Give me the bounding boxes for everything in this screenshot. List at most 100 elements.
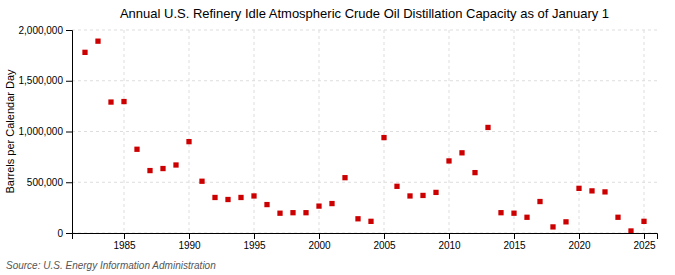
y-axis-line: [66, 31, 73, 234]
x-tick-label: 1995: [243, 240, 266, 251]
point: [303, 210, 308, 215]
point: [615, 215, 620, 220]
grid-line: [72, 30, 657, 31]
x-tick: 1995: [243, 233, 266, 251]
x-tick-mark: [189, 233, 190, 239]
point: [576, 186, 581, 191]
point: [95, 39, 100, 44]
x-tick-mark: [644, 233, 645, 239]
x-tick-mark: [254, 233, 255, 239]
source: Source: U.S. Energy Information Administ…: [6, 260, 216, 271]
y-tick-mark: [66, 182, 72, 183]
grid-line: [72, 80, 657, 81]
point: [212, 195, 217, 200]
chart: 1985 1990 1995 2000 2005 2010 2015 2020 2025 0 500…: [0, 0, 675, 275]
point: [121, 99, 126, 104]
point: [186, 139, 191, 144]
x-tick: 2020: [568, 233, 591, 251]
x-tick: 2025: [633, 233, 656, 251]
plot-area: 1985 1990 1995 2000 2005 2010 2015 2020 2025 0 500…: [19, 25, 658, 251]
y-tick: 500,000: [27, 177, 72, 188]
y-tick: 1,500,000: [19, 75, 73, 86]
y-tick-label: 2,000,000: [19, 25, 64, 36]
x-tick: 1990: [178, 233, 201, 251]
point: [420, 193, 425, 198]
grid-line: [72, 182, 657, 183]
y-tick-label: 1,000,000: [19, 126, 64, 137]
x-tick-mark: [449, 233, 450, 239]
x-tick: 2015: [503, 233, 526, 251]
y-axis: 0 500,000 1,000,000 1,500,000 2,000,000: [19, 25, 73, 239]
point: [511, 211, 516, 216]
x-tick-label: 2025: [633, 240, 656, 251]
point: [264, 202, 269, 207]
point: [238, 195, 243, 200]
y-tick-mark: [66, 30, 72, 31]
point: [407, 193, 412, 198]
x-tick-mark: [579, 233, 580, 239]
point: [433, 190, 438, 195]
y-tick: 1,000,000: [19, 126, 73, 137]
points: [82, 39, 646, 233]
point: [251, 193, 256, 198]
point: [563, 219, 568, 224]
y-tick: 2,000,000: [19, 25, 73, 36]
grid-line: [514, 30, 515, 233]
y-axis-title: Barrels per Calendar Day: [4, 69, 16, 194]
point: [459, 150, 464, 155]
grid-line: [124, 30, 125, 233]
point: [537, 199, 542, 204]
point: [160, 166, 165, 171]
x-tick: 2005: [373, 233, 396, 251]
point: [550, 224, 555, 229]
point: [524, 215, 529, 220]
point: [108, 99, 113, 104]
point: [602, 189, 607, 194]
y-tick: 0: [57, 228, 72, 239]
x-tick-mark: [384, 233, 385, 239]
point: [225, 197, 230, 202]
x-tick-mark: [124, 233, 125, 239]
y-tick-mark: [66, 132, 72, 133]
point: [498, 210, 503, 215]
x-tick-label: 2015: [503, 240, 526, 251]
point: [589, 188, 594, 193]
point: [628, 228, 633, 233]
point: [82, 50, 87, 55]
point: [134, 147, 139, 152]
x-axis-line: [73, 234, 658, 240]
x-axis: 1985 1990 1995 2000 2005 2010 2015 2020 2025: [73, 233, 658, 251]
y-tick-label: 1,500,000: [19, 75, 64, 86]
point: [394, 184, 399, 189]
x-tick-label: 2020: [568, 240, 591, 251]
point: [472, 170, 477, 175]
point: [329, 201, 334, 206]
x-tick: 2010: [438, 233, 461, 251]
point: [173, 162, 178, 167]
x-tick-label: 2005: [373, 240, 396, 251]
x-tick-mark: [319, 233, 320, 239]
x-tick-label: 2010: [438, 240, 461, 251]
point: [446, 158, 451, 163]
point: [199, 179, 204, 184]
y-tick-mark: [66, 81, 72, 82]
point: [641, 219, 646, 224]
y-tick-label: 500,000: [27, 177, 64, 188]
point: [147, 168, 152, 173]
point: [290, 210, 295, 215]
grid: [72, 30, 657, 233]
x-tick-label: 2000: [308, 240, 331, 251]
title: Annual U.S. Refinery Idle Atmospheric Cr…: [120, 6, 609, 21]
point: [316, 203, 321, 208]
grid-line: [72, 131, 657, 132]
x-tick-label: 1985: [113, 240, 136, 251]
y-tick-mark: [66, 233, 72, 234]
point: [485, 125, 490, 130]
point: [277, 211, 282, 216]
point: [381, 135, 386, 140]
grid-line: [449, 30, 450, 233]
y-tick-label: 0: [57, 228, 63, 239]
point: [342, 175, 347, 180]
x-tick-mark: [514, 233, 515, 239]
x-tick: 2000: [308, 233, 331, 251]
